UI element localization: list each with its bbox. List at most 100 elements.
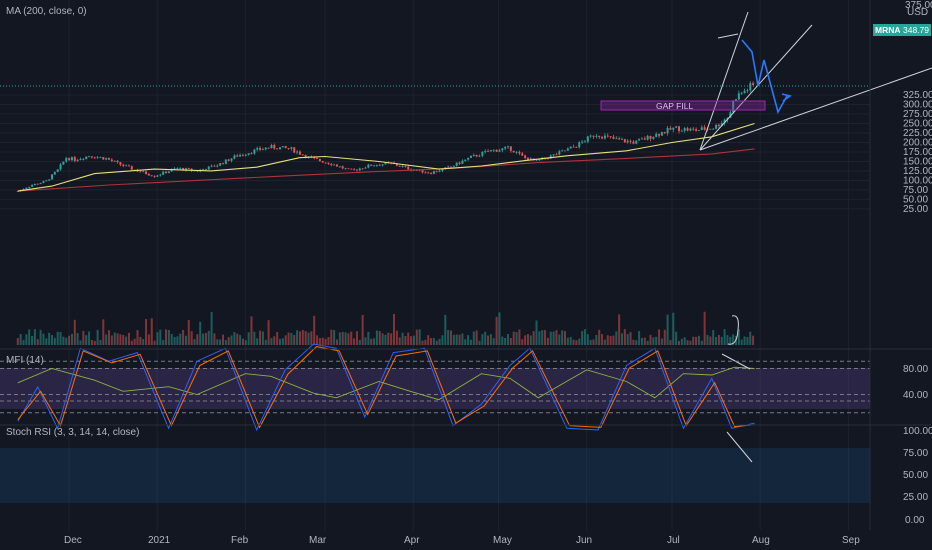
volume-bar [415, 329, 418, 345]
volume-bar [222, 334, 225, 345]
volume-bar [375, 330, 378, 345]
candle-body [373, 165, 376, 167]
candle-body [51, 174, 54, 180]
volume-bar [298, 331, 301, 345]
volume-bar [603, 339, 606, 345]
volume-bar [524, 335, 527, 345]
volume-bar [589, 340, 592, 345]
volume-bar [353, 338, 356, 345]
candle-body [592, 135, 595, 137]
volume-bar [475, 330, 478, 345]
candle-body [82, 158, 85, 160]
stoch-tick-25: 25.00 [903, 492, 928, 503]
volume-bar [381, 333, 384, 345]
candle-body [150, 175, 153, 177]
candle-body [398, 165, 401, 167]
candle-body [658, 133, 661, 136]
volume-bar [247, 332, 250, 345]
volume-bar [498, 312, 501, 345]
volume-bar [219, 339, 222, 345]
volume-bar [538, 331, 541, 345]
volume-bar [16, 338, 19, 345]
candle-body [746, 90, 749, 91]
candle-body [572, 146, 575, 148]
candle-body [358, 168, 361, 171]
volume-bar [526, 334, 529, 345]
candle-body [643, 138, 646, 140]
candle-body [207, 166, 210, 170]
candle-body [481, 152, 484, 156]
stoch-rsi-title[interactable]: Stoch RSI (3, 3, 14, 14, close) [6, 427, 139, 438]
volume-bar [569, 336, 572, 345]
candle-body [612, 136, 615, 139]
volume-bar [130, 340, 133, 345]
candle-body [301, 154, 304, 156]
volume-bar [233, 332, 236, 345]
volume-bar [65, 337, 68, 345]
volume-bar [432, 338, 435, 345]
candle-body [213, 165, 216, 167]
candle-body [59, 164, 62, 170]
volume-bar [167, 329, 170, 345]
candle-body [489, 150, 492, 152]
volume-bar [361, 314, 364, 345]
volume-bar [259, 330, 262, 345]
volume-bar [244, 340, 247, 345]
volume-bar [42, 333, 45, 345]
volume-bar [521, 339, 524, 345]
volume-bar [652, 337, 655, 345]
volume-bar [159, 329, 162, 345]
volume-bar [695, 336, 698, 345]
candle-body [430, 173, 433, 174]
mfi-pane[interactable] [0, 353, 870, 409]
volume-bar [139, 336, 142, 345]
candle-body [712, 128, 715, 130]
price-pane[interactable] [0, 11, 932, 345]
volume-bar [110, 335, 113, 345]
candle-body [526, 157, 529, 161]
volume-bracket [727, 315, 739, 345]
volume-bar [202, 333, 205, 345]
candle-body [250, 153, 253, 155]
volume-bar [287, 332, 290, 345]
time-label-sep: Sep [842, 535, 860, 546]
last-price-label: 348.79 [903, 25, 929, 35]
volume-bar [712, 330, 715, 345]
volume-bar [336, 339, 339, 345]
ma-indicator-label[interactable]: MA (200, close, 0) [6, 6, 87, 17]
volume-bar [586, 334, 589, 345]
candle-body [626, 140, 629, 143]
candle-body [184, 168, 187, 171]
candle-body [700, 127, 703, 130]
volume-bar [618, 314, 621, 345]
candle-body [355, 169, 358, 171]
volume-bar [612, 335, 615, 345]
volume-bar [663, 329, 666, 345]
candle-body [552, 154, 555, 156]
candle-body [159, 174, 162, 176]
candle-body [367, 164, 370, 168]
mfi-title[interactable]: MFI (14) [6, 355, 44, 366]
volume-bar [347, 333, 350, 345]
candle-body [669, 127, 672, 130]
candle-body [524, 155, 527, 158]
volume-bar [333, 330, 336, 345]
candle-body [110, 159, 113, 161]
candle-body [370, 164, 373, 166]
volume-bar [182, 329, 185, 345]
volume-bar [675, 331, 678, 345]
volume-bar [515, 332, 518, 345]
candle-body [686, 128, 689, 131]
candle-body [606, 135, 609, 137]
volume-bar [105, 334, 108, 345]
volume-bar [626, 334, 629, 345]
volume-bar [737, 329, 740, 345]
candle-body [230, 158, 233, 161]
candle-body [709, 128, 712, 130]
volume-bar [293, 334, 296, 345]
stoch-rsi-pane[interactable] [0, 343, 870, 503]
volume-bar [145, 319, 148, 345]
gap-fill-zone[interactable]: GAP FILL [600, 100, 766, 111]
volume-bar [678, 340, 681, 345]
